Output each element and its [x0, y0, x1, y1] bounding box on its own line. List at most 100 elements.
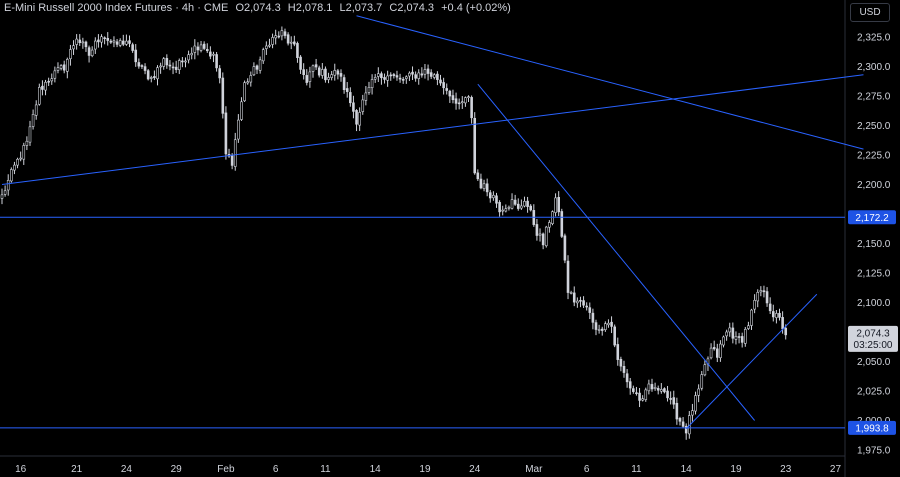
candle — [426, 68, 430, 74]
candle — [442, 82, 445, 89]
candle — [420, 73, 424, 76]
candle — [0, 194, 4, 199]
candle — [588, 307, 592, 313]
candle — [249, 75, 253, 83]
candle — [112, 40, 116, 43]
candle — [697, 388, 700, 396]
candle — [327, 77, 330, 80]
candle — [535, 224, 539, 236]
candle — [504, 208, 508, 212]
candle — [501, 209, 505, 212]
candle — [330, 74, 333, 78]
candle — [233, 139, 237, 167]
candle — [610, 321, 613, 327]
candle — [305, 75, 309, 83]
candle — [765, 291, 769, 304]
candle — [672, 397, 676, 405]
candle — [364, 92, 368, 101]
candle — [389, 74, 393, 77]
candle — [274, 35, 277, 39]
trendline[interactable] — [356, 15, 864, 150]
candle — [66, 59, 69, 72]
candle — [16, 158, 19, 166]
candle — [199, 44, 203, 51]
candle — [694, 395, 697, 412]
candle — [591, 312, 595, 323]
candle — [663, 388, 666, 393]
candle — [768, 303, 772, 312]
last-price-label: 2,074.3 — [856, 328, 890, 339]
x-tick-label: 23 — [780, 464, 792, 475]
candle — [103, 37, 106, 40]
candle — [538, 233, 542, 236]
candle — [616, 344, 620, 360]
candle — [358, 112, 361, 126]
candle — [184, 60, 187, 63]
candle — [243, 82, 246, 102]
candle — [268, 44, 271, 47]
candle — [283, 31, 287, 36]
candle — [762, 290, 766, 293]
candle — [520, 205, 523, 209]
trendline[interactable] — [685, 293, 818, 430]
candle — [641, 398, 644, 401]
candle — [277, 35, 281, 38]
candle — [516, 203, 520, 209]
y-tick-label: 2,150.0 — [857, 239, 891, 250]
candle — [464, 97, 467, 104]
candle — [168, 64, 172, 67]
candle — [395, 75, 399, 78]
candle — [479, 178, 483, 189]
candle — [712, 347, 716, 350]
x-tick-label: 6 — [273, 464, 279, 475]
candle — [784, 327, 788, 336]
candle — [324, 68, 327, 81]
candle — [604, 323, 607, 330]
candle — [432, 74, 436, 78]
candle — [78, 39, 82, 43]
candle — [482, 183, 486, 189]
candle — [190, 53, 194, 56]
chart-header: E-Mini Russell 2000 Index Futures · 4h ·… — [4, 2, 515, 14]
candle — [209, 51, 212, 57]
trendline[interactable] — [1, 74, 864, 185]
candle — [202, 43, 206, 49]
trendline[interactable] — [477, 83, 756, 421]
candle — [81, 41, 85, 44]
candle — [345, 88, 349, 92]
candle — [728, 327, 732, 333]
candle — [62, 64, 66, 71]
y-tick-label: 2,300.0 — [857, 62, 891, 73]
candle — [563, 235, 567, 261]
candle — [317, 67, 321, 76]
currency-button[interactable]: USD — [850, 3, 890, 22]
candle — [448, 90, 452, 97]
candle — [134, 49, 138, 63]
candle — [725, 331, 728, 337]
x-tick-label: 11 — [320, 464, 331, 475]
candle — [174, 66, 178, 70]
candle — [299, 56, 302, 70]
candle — [237, 119, 240, 140]
countdown-label: 03:25:00 — [854, 340, 893, 351]
candle — [579, 299, 582, 302]
candle — [436, 73, 439, 80]
candle — [417, 72, 421, 79]
candle — [408, 72, 411, 77]
candle — [187, 54, 190, 61]
candle — [492, 194, 495, 199]
candle — [165, 58, 169, 66]
candle — [488, 192, 492, 199]
y-tick-label: 2,225.0 — [857, 151, 891, 162]
candle — [625, 373, 629, 383]
candle — [703, 364, 707, 376]
candle — [644, 389, 648, 400]
y-tick-label: 2,325.0 — [857, 33, 891, 44]
candle — [743, 329, 747, 344]
candle — [451, 95, 455, 101]
candle — [156, 67, 159, 80]
candle — [265, 45, 268, 49]
candle — [118, 40, 122, 46]
